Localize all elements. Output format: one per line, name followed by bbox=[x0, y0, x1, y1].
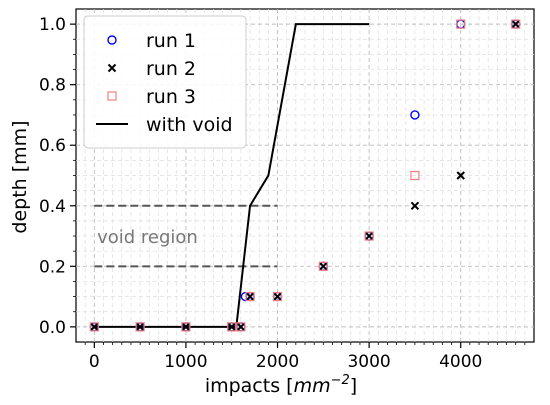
point-run-3 bbox=[272, 291, 283, 302]
point-run-3 bbox=[456, 19, 466, 29]
legend-label-run-2: run 2 bbox=[146, 58, 196, 80]
point-run-1 bbox=[410, 110, 420, 120]
x-axis-label: impacts [mm−2] bbox=[205, 373, 357, 397]
point-run-2 bbox=[410, 201, 420, 210]
legend: run 1 run 2 run 3 with void bbox=[83, 15, 247, 149]
legend-marker-run-3 bbox=[107, 91, 117, 101]
series-lines bbox=[94, 23, 370, 328]
point-run-2 bbox=[273, 292, 282, 301]
y-tick-label: 0.0 bbox=[39, 318, 66, 338]
legend-box bbox=[83, 15, 247, 149]
y-tick-label: 0.2 bbox=[39, 257, 66, 277]
marker-stroke bbox=[410, 201, 420, 210]
marker-stroke bbox=[319, 262, 328, 271]
marker-stroke bbox=[273, 292, 282, 301]
void-region-label: void region bbox=[97, 227, 198, 248]
legend-label-run-1: run 1 bbox=[146, 30, 196, 52]
marker-stroke bbox=[181, 322, 191, 332]
point-run-3 bbox=[318, 261, 328, 271]
x-tick-label: 3000 bbox=[347, 352, 390, 372]
marker-stroke bbox=[364, 231, 374, 241]
legend-label-run-3: run 3 bbox=[146, 86, 196, 108]
point-run-3 bbox=[227, 322, 237, 332]
point-run-2 bbox=[456, 171, 465, 180]
point-run-3 bbox=[236, 322, 246, 332]
point-run-2 bbox=[181, 322, 191, 332]
point-run-2 bbox=[227, 322, 236, 332]
x-tick-label: 0 bbox=[89, 352, 100, 372]
marker-stroke bbox=[135, 322, 145, 332]
point-run-3 bbox=[181, 322, 191, 332]
point-run-3 bbox=[511, 19, 521, 29]
marker-stroke bbox=[511, 19, 520, 29]
void-region-lines bbox=[94, 204, 278, 268]
marker-stroke bbox=[90, 322, 99, 332]
y-tick-label: 0.4 bbox=[39, 197, 66, 217]
marker-stroke bbox=[236, 322, 246, 332]
point-run-3 bbox=[135, 322, 145, 332]
y-tick-label: 0.8 bbox=[39, 76, 66, 96]
annotations: void region bbox=[97, 227, 198, 248]
point-run-3 bbox=[364, 231, 374, 241]
x-tick-label: 4000 bbox=[439, 352, 482, 372]
y-axis-label: depth [mm] bbox=[9, 120, 31, 233]
point-run-2 bbox=[319, 262, 328, 271]
y-tick-label: 0.6 bbox=[39, 136, 66, 156]
series-line-with-void bbox=[94, 23, 370, 328]
point-run-2 bbox=[364, 231, 374, 241]
x-tick-label: 2000 bbox=[256, 352, 299, 372]
marker-stroke bbox=[107, 63, 117, 73]
legend-marker-run-1 bbox=[107, 35, 117, 45]
axis-ticks: 0 1000 2000 3000 4000 0.0 0.2 0.4 0.6 0.8 1.0 bbox=[39, 15, 526, 372]
grid-lines bbox=[76, 9, 534, 342]
marker-stroke bbox=[456, 171, 465, 180]
point-run-3 bbox=[245, 291, 255, 302]
point-run-2 bbox=[511, 19, 520, 29]
marker-stroke bbox=[245, 292, 255, 301]
point-run-2 bbox=[135, 322, 145, 332]
marker-stroke bbox=[227, 322, 236, 332]
legend-label-with-void: with void bbox=[146, 114, 233, 136]
legend-marker-run-2 bbox=[107, 63, 117, 73]
point-run-3 bbox=[89, 322, 99, 332]
point-run-2 bbox=[245, 292, 255, 301]
point-run-3 bbox=[410, 170, 420, 181]
x-tick-label: 1000 bbox=[164, 352, 207, 372]
y-tick-label: 1.0 bbox=[39, 15, 66, 35]
point-run-2 bbox=[90, 322, 99, 332]
point-run-2 bbox=[236, 322, 246, 332]
data-markers bbox=[89, 19, 521, 332]
